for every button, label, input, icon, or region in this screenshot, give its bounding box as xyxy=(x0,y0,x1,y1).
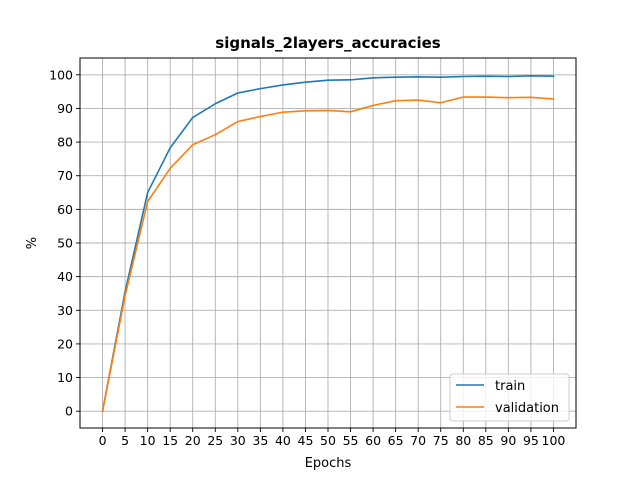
y-tick-label: 60 xyxy=(57,202,73,217)
x-tick-label: 80 xyxy=(455,433,471,448)
x-tick-label: 70 xyxy=(410,433,426,448)
y-tick-label: 30 xyxy=(57,303,73,318)
y-axis-label: % xyxy=(25,237,40,249)
x-tick-label: 55 xyxy=(343,433,359,448)
x-axis: 0 5 10 15 20 25 30 35 40 45 50 55 60 65 70 75 80 85 90 95 10… xyxy=(99,428,566,448)
legend: train validation xyxy=(449,373,570,422)
x-tick-label: 35 xyxy=(252,433,268,448)
x-tick-label: 30 xyxy=(230,433,246,448)
y-tick-label: 20 xyxy=(57,336,73,351)
x-tick-label: 40 xyxy=(275,433,291,448)
series-lines xyxy=(101,75,555,413)
y-axis: 0 10 20 30 40 50 60 70 80 90 100 xyxy=(49,67,80,419)
chart-title: signals_2layers_accuracies xyxy=(215,34,441,52)
y-tick-label: 80 xyxy=(57,135,73,150)
x-tick-label: 65 xyxy=(388,433,404,448)
legend-label-validation: validation xyxy=(495,401,559,416)
y-tick-label: 100 xyxy=(49,67,73,82)
x-tick-label: 0 xyxy=(99,433,107,448)
x-tick-label: 60 xyxy=(365,433,381,448)
x-tick-label: 15 xyxy=(162,433,178,448)
x-tick-label: 45 xyxy=(298,433,314,448)
x-tick-label: 85 xyxy=(478,433,494,448)
x-tick-label: 20 xyxy=(185,433,201,448)
series-line-train xyxy=(101,75,555,413)
x-tick-label: 50 xyxy=(320,433,336,448)
y-tick-label: 0 xyxy=(65,404,73,419)
x-tick-label: 5 xyxy=(121,433,129,448)
x-tick-label: 10 xyxy=(140,433,156,448)
x-tick-label: 75 xyxy=(433,433,449,448)
series-line-validation xyxy=(101,96,555,413)
legend-label-train: train xyxy=(495,379,525,394)
y-tick-label: 40 xyxy=(57,269,73,284)
x-axis-label: Epochs xyxy=(305,456,352,471)
y-tick-label: 50 xyxy=(57,236,73,251)
x-tick-label: 95 xyxy=(523,433,539,448)
y-tick-label: 10 xyxy=(57,370,73,385)
x-tick-label: 25 xyxy=(207,433,223,448)
grid xyxy=(80,58,576,428)
y-tick-label: 70 xyxy=(57,168,73,183)
x-tick-label: 90 xyxy=(500,433,516,448)
x-tick-label: 100 xyxy=(542,433,566,448)
y-tick-label: 90 xyxy=(57,101,73,116)
